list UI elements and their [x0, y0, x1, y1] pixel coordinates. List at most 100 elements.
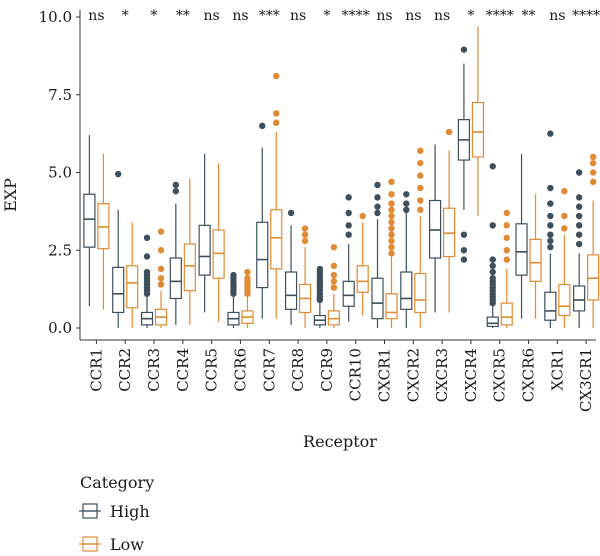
axes: 0.02.55.07.510.0CCR1nsCCR2*CCR3*CCR4**CC… [39, 8, 600, 412]
outlier-point [503, 234, 510, 242]
outlier-point [460, 46, 468, 53]
outlier-point [301, 225, 309, 232]
outlier-point [460, 256, 468, 263]
box-high-cxcr3 [429, 144, 442, 313]
box-body [385, 293, 398, 320]
box-low-ccr4 [183, 178, 196, 325]
box-high-ccr3 [140, 234, 154, 328]
box-low-cx3cr1 [587, 153, 600, 328]
outlier-point [388, 243, 395, 251]
significance-label: **** [486, 8, 514, 24]
outlier-point [403, 206, 410, 214]
outlier-point [575, 194, 583, 201]
outlier-point [489, 163, 496, 170]
box-body [500, 302, 513, 326]
box-body [126, 265, 139, 309]
outlier-point [287, 209, 295, 217]
outlier-point [547, 237, 554, 245]
outlier-point [417, 197, 424, 204]
outlier-point [561, 225, 568, 232]
outlier-point [561, 212, 568, 220]
significance-label: ns [376, 8, 392, 24]
outlier-point [330, 278, 338, 285]
outlier-point [589, 169, 597, 176]
box-high-cxcr4 [457, 46, 471, 263]
outlier-point [547, 212, 554, 220]
outlier-point [345, 209, 352, 217]
box-body [183, 243, 196, 292]
box-body [471, 101, 485, 158]
y-tick-label: 2.5 [48, 241, 72, 259]
box-body [400, 271, 413, 310]
x-tick-label: CCR2 [116, 348, 134, 392]
significance-label: ns [434, 8, 450, 24]
outlier-point [417, 184, 424, 192]
box-low-cxcr1 [385, 178, 398, 328]
box-high-ccr7 [256, 122, 269, 319]
outlier-point [575, 203, 583, 210]
box-low-xcr1 [558, 187, 571, 328]
x-tick-label: CCR1 [87, 348, 105, 392]
significance-label: * [151, 8, 158, 24]
outlier-point [374, 181, 381, 189]
outlier-point [244, 268, 251, 276]
plot-area [83, 26, 600, 328]
outlier-point [345, 194, 352, 201]
box-body [284, 271, 298, 310]
outlier-point [388, 191, 395, 198]
outlier-point [259, 122, 266, 130]
outlier-point [374, 209, 381, 217]
outlier-point [503, 256, 510, 263]
y-tick-label: 5.0 [48, 164, 72, 182]
outlier-point [589, 159, 597, 167]
outlier-point [388, 250, 395, 257]
x-tick-label: XCR1 [548, 348, 566, 391]
box-high-cxcr2 [400, 191, 413, 328]
significance-label: ns [88, 8, 104, 24]
outlier-point [547, 184, 554, 192]
outlier-point [489, 222, 496, 229]
outlier-point [330, 262, 338, 269]
outlier-point [359, 212, 366, 220]
x-tick-label: CXCR3 [433, 348, 451, 402]
outlier-point [460, 231, 468, 238]
x-tick-label: CXCR4 [462, 348, 480, 402]
outlier-point [403, 200, 410, 207]
outlier-point [503, 209, 510, 217]
outlier-point [330, 284, 338, 291]
box-body [198, 224, 211, 276]
x-tick-label: CCR10 [347, 348, 365, 401]
x-axis-label: Receptor [303, 432, 377, 451]
box-body [414, 272, 427, 314]
outlier-point [273, 110, 280, 117]
x-tick-label: CXCR1 [375, 348, 393, 402]
outlier-point [172, 181, 180, 189]
box-body [529, 238, 542, 282]
outlier-point [489, 262, 496, 269]
box-low-cxcr3 [443, 128, 456, 313]
outlier-point [417, 147, 424, 154]
significance-label: * [122, 8, 129, 24]
outlier-point [115, 170, 122, 178]
box-high-ccr10 [342, 194, 355, 322]
box-high-ccr1 [83, 135, 96, 307]
box-low-ccr10 [356, 212, 369, 316]
significance-label: *** [259, 8, 280, 24]
x-tick-label: CXCR2 [404, 348, 422, 402]
significance-label: **** [572, 8, 600, 24]
box-high-ccr4 [169, 181, 182, 325]
box-high-cx3cr1 [573, 169, 586, 328]
outlier-point [301, 237, 309, 245]
box-high-ccr5 [198, 153, 211, 313]
outlier-point [388, 200, 395, 207]
outlier-point [589, 153, 597, 161]
significance-label: ** [176, 8, 190, 24]
box-body [486, 316, 499, 328]
box-high-cxcr6 [515, 153, 528, 319]
outlier-point [547, 231, 554, 238]
significance-label: * [323, 8, 330, 24]
box-low-ccr8 [298, 225, 312, 328]
box-high-cxcr1 [371, 181, 384, 328]
outlier-point [575, 169, 583, 176]
box-body [169, 257, 182, 300]
